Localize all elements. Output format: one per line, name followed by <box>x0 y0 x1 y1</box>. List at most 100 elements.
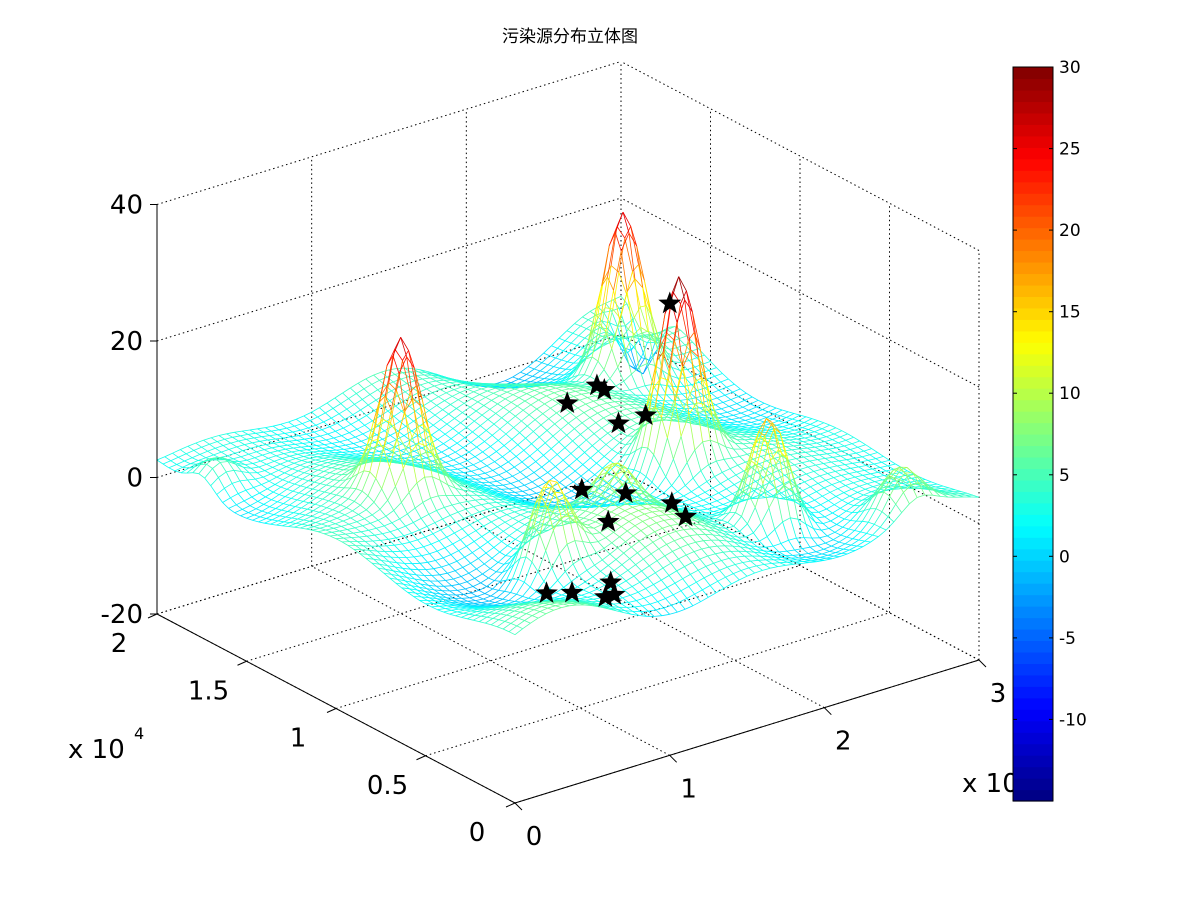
mesh-line <box>614 401 622 406</box>
mesh-line <box>494 385 503 389</box>
mesh-line <box>622 211 632 227</box>
mesh-line <box>560 376 569 382</box>
mesh-line <box>384 453 392 458</box>
mesh-line <box>511 439 519 446</box>
mesh-line <box>605 290 614 332</box>
mesh-line <box>715 404 722 410</box>
mesh-line <box>539 370 547 373</box>
mesh-line <box>191 454 201 459</box>
mesh-line <box>245 463 253 465</box>
mesh-line <box>389 438 398 468</box>
mesh-line <box>306 448 315 451</box>
mesh-line <box>377 385 386 391</box>
mesh-line <box>469 401 479 408</box>
mesh-line <box>449 469 457 474</box>
mesh-line <box>559 476 568 483</box>
mesh-line <box>581 393 588 398</box>
mesh-line <box>267 484 276 490</box>
mesh-line <box>780 428 789 431</box>
mesh-line <box>312 435 321 439</box>
mesh-line <box>620 232 630 252</box>
mesh-line <box>495 407 504 414</box>
mesh-line <box>436 405 443 411</box>
mesh-line <box>422 400 432 407</box>
mesh-line <box>408 443 417 449</box>
mesh-line <box>407 415 414 422</box>
mesh-line <box>537 486 545 491</box>
mesh-line <box>360 409 367 416</box>
mesh-line <box>331 531 338 536</box>
mesh-line <box>454 474 462 477</box>
mesh-line <box>296 439 303 444</box>
mesh-line <box>583 408 592 413</box>
mesh-line <box>192 472 199 475</box>
mesh-line <box>379 395 386 403</box>
mesh-line <box>411 532 418 541</box>
mesh-line <box>584 452 591 459</box>
mesh-line <box>685 404 693 409</box>
mesh-line <box>650 394 658 401</box>
mesh-line <box>305 452 312 456</box>
mesh-line <box>376 430 385 436</box>
mesh-line <box>425 424 434 431</box>
mesh-line <box>740 412 748 417</box>
mesh-line <box>335 427 344 432</box>
mesh-line <box>726 386 733 393</box>
mesh-line <box>606 308 614 335</box>
mesh-line <box>437 439 444 445</box>
mesh-line <box>443 507 451 516</box>
mesh-line <box>613 432 622 439</box>
mesh-line <box>469 474 478 477</box>
mesh-line <box>375 478 383 490</box>
mesh-line <box>480 460 488 467</box>
mesh-line <box>395 537 403 545</box>
mesh-line <box>467 499 476 502</box>
mesh-line <box>686 290 695 333</box>
mesh-line <box>533 431 540 438</box>
mesh-line <box>446 532 455 538</box>
mesh-line <box>350 514 359 519</box>
mesh-line <box>413 459 422 467</box>
mesh-line <box>567 390 576 394</box>
mesh-line <box>279 494 286 497</box>
mesh-line <box>366 410 375 416</box>
mesh-line <box>516 385 523 388</box>
mesh-line <box>304 437 313 440</box>
mesh-line <box>456 408 463 413</box>
mesh-line <box>453 456 462 461</box>
mesh-line <box>296 472 305 478</box>
mesh-line <box>382 531 391 535</box>
mesh-line <box>472 464 480 470</box>
mesh-line <box>371 384 378 391</box>
mesh-line <box>439 480 447 496</box>
mesh-line <box>262 452 271 456</box>
mesh-line <box>327 462 334 465</box>
mesh-line <box>778 417 787 422</box>
mesh-line <box>329 468 338 474</box>
mesh-line <box>529 455 536 462</box>
mesh-line <box>490 498 497 503</box>
mesh-line <box>317 455 325 458</box>
mesh-line <box>246 437 255 440</box>
mesh-line <box>607 401 615 404</box>
mesh-line <box>720 378 729 383</box>
mesh-line <box>451 504 459 513</box>
mesh-line <box>758 417 767 421</box>
mesh-line <box>348 523 356 529</box>
mesh-line <box>544 373 553 379</box>
mesh-line <box>568 458 578 467</box>
mesh-line <box>255 476 264 480</box>
mesh-line <box>526 368 535 375</box>
mesh-line <box>745 420 752 423</box>
mesh-line <box>463 489 470 496</box>
mesh-line <box>441 469 449 486</box>
mesh-line <box>470 490 478 496</box>
mesh-line <box>274 479 283 485</box>
mesh-line <box>484 434 493 442</box>
mesh-line <box>503 407 510 413</box>
mesh-line <box>342 520 350 525</box>
mesh-line <box>684 408 691 413</box>
mesh-line <box>608 472 615 477</box>
mesh-line <box>663 358 671 376</box>
mesh-line <box>580 434 587 441</box>
